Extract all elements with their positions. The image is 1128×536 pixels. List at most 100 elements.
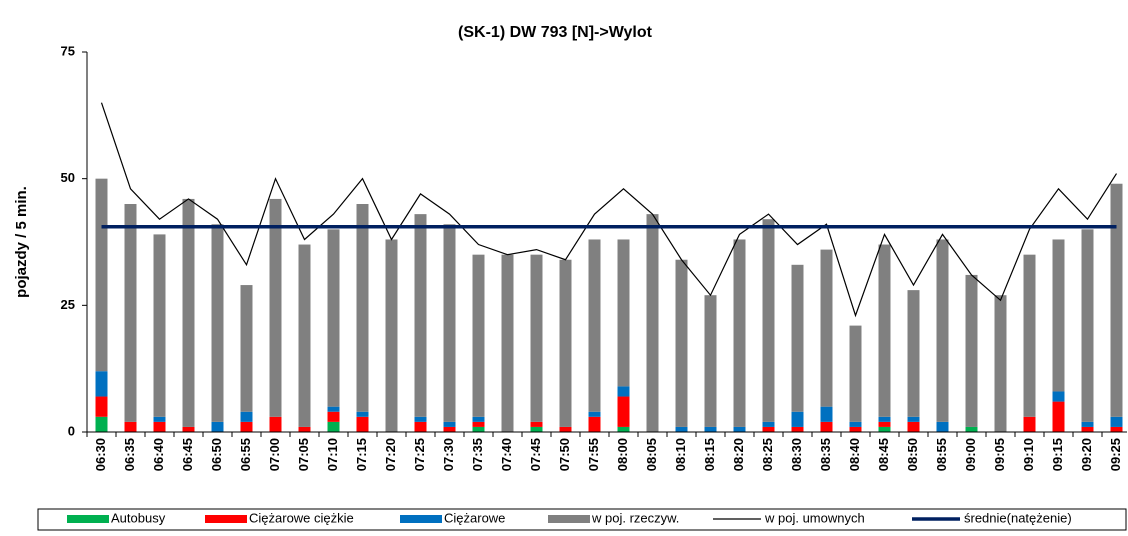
bar-segment	[211, 224, 224, 422]
chart-title: (SK-1) DW 793 [N]->Wylot	[458, 24, 653, 41]
bar-segment	[530, 254, 543, 422]
bar-segment	[878, 244, 891, 417]
x-tick-label: 07:55	[586, 438, 601, 471]
x-tick-label: 08:20	[731, 438, 746, 471]
bar-segment	[95, 416, 108, 432]
bar-segment	[124, 421, 137, 432]
x-tick-label: 08:00	[615, 438, 630, 471]
y-tick-label: 25	[61, 297, 75, 312]
x-tick-label: 08:45	[876, 438, 891, 471]
bar-segment	[1052, 401, 1065, 432]
bar-segment	[791, 411, 804, 427]
bar-segment	[1110, 426, 1123, 432]
bar-segment	[153, 234, 166, 417]
x-tick-label: 07:10	[325, 438, 340, 471]
y-axis-label: pojazdy / 5 min.	[13, 186, 30, 298]
bar-segment	[1081, 229, 1094, 422]
bar-segment	[472, 421, 485, 427]
legend-swatch	[400, 515, 442, 523]
x-tick-label: 08:10	[673, 438, 688, 471]
bar-segment	[849, 421, 862, 427]
x-tick-label: 08:40	[847, 438, 862, 471]
bar-segment	[95, 396, 108, 417]
y-tick-label: 50	[61, 170, 75, 185]
bar-segment	[559, 259, 572, 427]
bar-segment	[443, 426, 456, 432]
x-tick-label: 09:15	[1050, 438, 1065, 471]
x-tick-label: 07:25	[412, 438, 427, 471]
x-tick-label: 09:00	[963, 438, 978, 471]
x-tick-label: 07:30	[441, 438, 456, 471]
bar-segment	[733, 426, 746, 432]
legend-swatch	[205, 515, 247, 523]
y-tick-label: 0	[68, 423, 75, 438]
bar-segment	[95, 178, 108, 372]
bar-segment	[153, 421, 166, 432]
bar-segment	[298, 244, 311, 427]
bar-segment	[269, 198, 282, 417]
legend-label: w poj. rzeczyw.	[591, 510, 679, 525]
bar-segment	[1081, 421, 1094, 427]
legend-label: Autobusy	[111, 510, 166, 525]
bar-segment	[588, 239, 601, 412]
bar-segment	[240, 285, 253, 412]
bar-segment	[472, 426, 485, 432]
bar-segment	[733, 239, 746, 427]
bar-segment	[849, 426, 862, 432]
x-tick-label: 08:50	[905, 438, 920, 471]
bar-segment	[820, 249, 833, 407]
bar-segment	[617, 396, 630, 427]
x-tick-label: 08:15	[702, 438, 717, 471]
bar-segment	[1110, 183, 1123, 417]
bar-segment	[704, 426, 717, 432]
bar-segment	[849, 325, 862, 422]
x-tick-label: 08:05	[644, 438, 659, 471]
x-tick-label: 08:55	[934, 438, 949, 471]
bar-segment	[298, 426, 311, 432]
x-tick-label: 07:40	[499, 438, 514, 471]
bar-segment	[936, 239, 949, 422]
x-tick-label: 07:45	[528, 438, 543, 471]
bar-segment	[211, 421, 224, 432]
bar-segment	[327, 411, 340, 422]
bar-segment	[240, 421, 253, 432]
bar-segment	[762, 426, 775, 432]
x-tick-label: 09:10	[1021, 438, 1036, 471]
x-tick-label: 09:25	[1108, 438, 1123, 471]
bar-segment	[675, 259, 688, 427]
bar-segment	[1052, 391, 1065, 402]
x-tick-label: 06:50	[209, 438, 224, 471]
bar-segment	[617, 386, 630, 397]
bar-segment	[791, 264, 804, 412]
bar-segment	[588, 416, 601, 432]
bar-segment	[414, 416, 427, 422]
legend-label: w poj. umownych	[764, 510, 865, 525]
bar-segment	[182, 426, 195, 432]
line-series	[100, 102, 1118, 318]
bar-segment	[1081, 426, 1094, 432]
bar-segment	[820, 421, 833, 432]
legend-swatch	[67, 515, 109, 523]
bar-segment	[182, 198, 195, 427]
bar-segment	[153, 416, 166, 422]
x-tick-label: 07:35	[470, 438, 485, 471]
bar-segment	[617, 239, 630, 387]
x-tick-label: 07:50	[557, 438, 572, 471]
bar-segment	[675, 426, 688, 432]
x-tick-label: 09:05	[992, 438, 1007, 471]
bar-segment	[878, 426, 891, 432]
bar-segment	[356, 411, 369, 417]
x-tick-label: 07:05	[296, 438, 311, 471]
bar-segment	[414, 214, 427, 417]
bar-segment	[936, 421, 949, 432]
bar-segment	[327, 406, 340, 412]
bar-segment	[820, 406, 833, 422]
bar-segment	[965, 274, 978, 427]
bar-segment	[907, 290, 920, 417]
bar-segment	[965, 426, 978, 432]
legend-swatch	[548, 515, 590, 523]
y-tick-label: 75	[61, 43, 75, 58]
x-tick-label: 08:30	[789, 438, 804, 471]
bar-segment	[327, 421, 340, 432]
bar-segment	[269, 416, 282, 432]
